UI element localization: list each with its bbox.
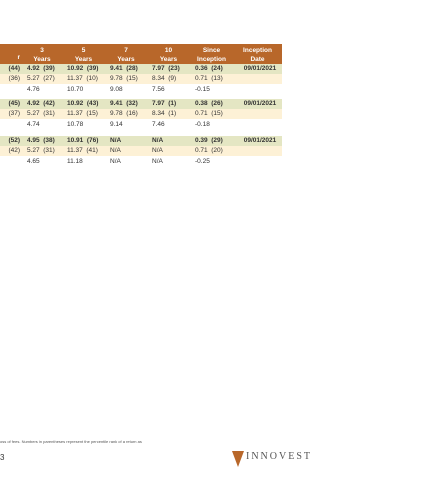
logo-mark	[232, 451, 244, 467]
cell: (42)	[8, 147, 20, 155]
header-cell: Date	[250, 56, 265, 63]
cell: N/A	[110, 157, 121, 165]
cell: (52)	[8, 137, 20, 144]
cell: N/A	[110, 147, 121, 155]
cell: 5.27 (31)	[27, 110, 55, 118]
cell: N/A	[110, 137, 122, 144]
header-band	[0, 44, 282, 65]
logo-text: INNOVEST	[246, 451, 312, 462]
page-number: 3	[0, 453, 5, 462]
cell: 9.41 (32)	[110, 100, 138, 107]
header-cell: 7	[124, 47, 128, 54]
cell: N/A	[152, 147, 163, 155]
cell: -0.18	[195, 120, 210, 128]
cell: N/A	[152, 137, 164, 144]
header-cell: Years	[74, 56, 93, 63]
cell: 7.97 (1)	[152, 100, 177, 107]
cell: 09/01/2021	[243, 65, 277, 72]
cell: 09/01/2021	[243, 137, 277, 144]
cell: (45)	[8, 100, 20, 107]
cell: 11.37 (10)	[67, 75, 98, 83]
row-band	[0, 74, 282, 85]
row-band	[0, 99, 282, 109]
cell: 10.92 (39)	[67, 65, 99, 72]
cell: 0.71 (13)	[195, 75, 223, 83]
cell: 11.37 (15)	[67, 110, 98, 118]
cell: -0.15	[195, 85, 210, 93]
cell: (36)	[8, 75, 20, 83]
header-cell: Since	[202, 47, 221, 54]
cell: 9.14	[110, 120, 123, 128]
header-cell: 5	[81, 47, 86, 54]
cell: 4.74	[27, 120, 40, 128]
cell: 4.95 (38)	[27, 137, 55, 144]
cell: 7.97 (23)	[152, 65, 180, 72]
footnote: oss of fees. Numbers in parentheses repr…	[0, 439, 142, 444]
cell: 4.92 (39)	[27, 65, 55, 72]
cell: N/A	[152, 157, 163, 165]
cell: 9.41 (28)	[110, 65, 138, 72]
cell: 4.76	[27, 85, 40, 93]
cell: (44)	[8, 65, 20, 72]
header-cell: Years	[33, 56, 51, 63]
header-cell: 3	[40, 47, 44, 54]
cell: 9.78 (16)	[110, 110, 138, 118]
cell: 7.56	[152, 85, 165, 93]
header-cell: Inception	[197, 56, 226, 63]
cell: 8.34 (9)	[152, 75, 177, 83]
cell: 8.34 (1)	[152, 110, 177, 118]
row-band	[0, 136, 282, 146]
cell: -0.25	[195, 157, 210, 165]
cell: 9.78 (15)	[110, 75, 138, 83]
cell: 09/01/2021	[243, 100, 277, 107]
cell: 10.92 (43)	[67, 100, 99, 107]
header-cell: Years	[159, 56, 178, 63]
cell: 10.70	[67, 85, 84, 93]
row-band	[0, 109, 282, 120]
cell: 0.71 (20)	[195, 147, 223, 155]
cell: 11.18	[67, 157, 83, 165]
header-cell: Inception	[243, 47, 272, 54]
cell: 4.65	[27, 157, 40, 165]
cell: (37)	[8, 110, 20, 118]
header-cell: 10	[164, 47, 173, 54]
cell: 7.46	[152, 120, 165, 128]
cell: 11.37 (41)	[67, 147, 98, 155]
cell: 0.38 (26)	[195, 100, 223, 107]
cell: 9.08	[110, 85, 123, 93]
header-cell: r	[17, 54, 20, 61]
cell: 4.92 (42)	[27, 100, 55, 107]
row-band	[0, 146, 282, 157]
cell: 0.39 (29)	[195, 137, 223, 144]
cell: 10.78	[67, 120, 84, 128]
row-band	[0, 64, 282, 74]
cell: 0.36 (24)	[195, 65, 223, 72]
header-cell: Years	[117, 56, 135, 63]
cell: 5.27 (31)	[27, 147, 55, 155]
cell: 5.27 (27)	[27, 75, 55, 83]
cell: 10.91 (76)	[67, 137, 99, 144]
cell: 0.71 (15)	[195, 110, 223, 118]
